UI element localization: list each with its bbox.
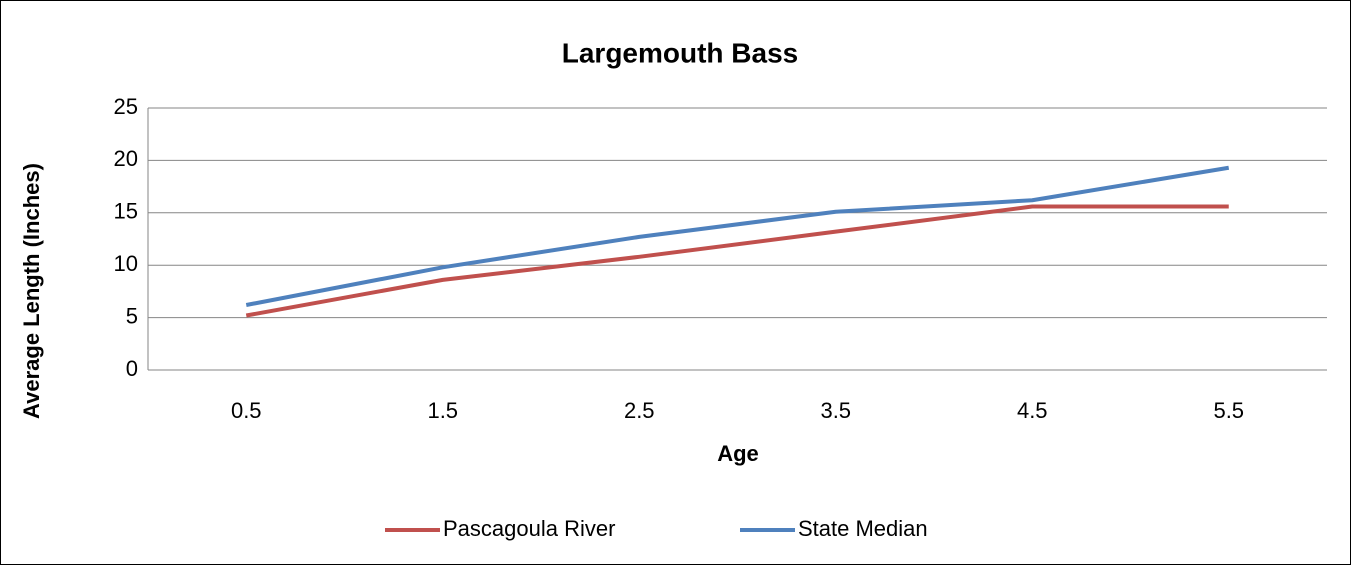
x-axis-title: Age xyxy=(717,441,759,466)
x-tick-label: 2.5 xyxy=(624,398,655,423)
y-tick-label: 10 xyxy=(114,251,138,276)
y-tick-label: 5 xyxy=(126,303,138,328)
y-tick-label: 15 xyxy=(114,199,138,224)
series-line xyxy=(245,204,1229,318)
legend-label: State Median xyxy=(798,516,928,541)
y-tick-label: 0 xyxy=(126,356,138,381)
x-tick-label: 1.5 xyxy=(427,398,458,423)
y-tick-label: 20 xyxy=(114,146,138,171)
series-line xyxy=(245,165,1230,307)
legend-label: Pascagoula River xyxy=(443,516,615,541)
x-tick-label: 0.5 xyxy=(231,398,262,423)
y-tick-label: 25 xyxy=(114,94,138,119)
x-tick-label: 5.5 xyxy=(1213,398,1244,423)
x-tick-label: 3.5 xyxy=(820,398,851,423)
y-axis-title: Average Length (Inches) xyxy=(19,163,44,419)
chart-title: Largemouth Bass xyxy=(562,37,799,68)
x-tick-label: 4.5 xyxy=(1017,398,1048,423)
